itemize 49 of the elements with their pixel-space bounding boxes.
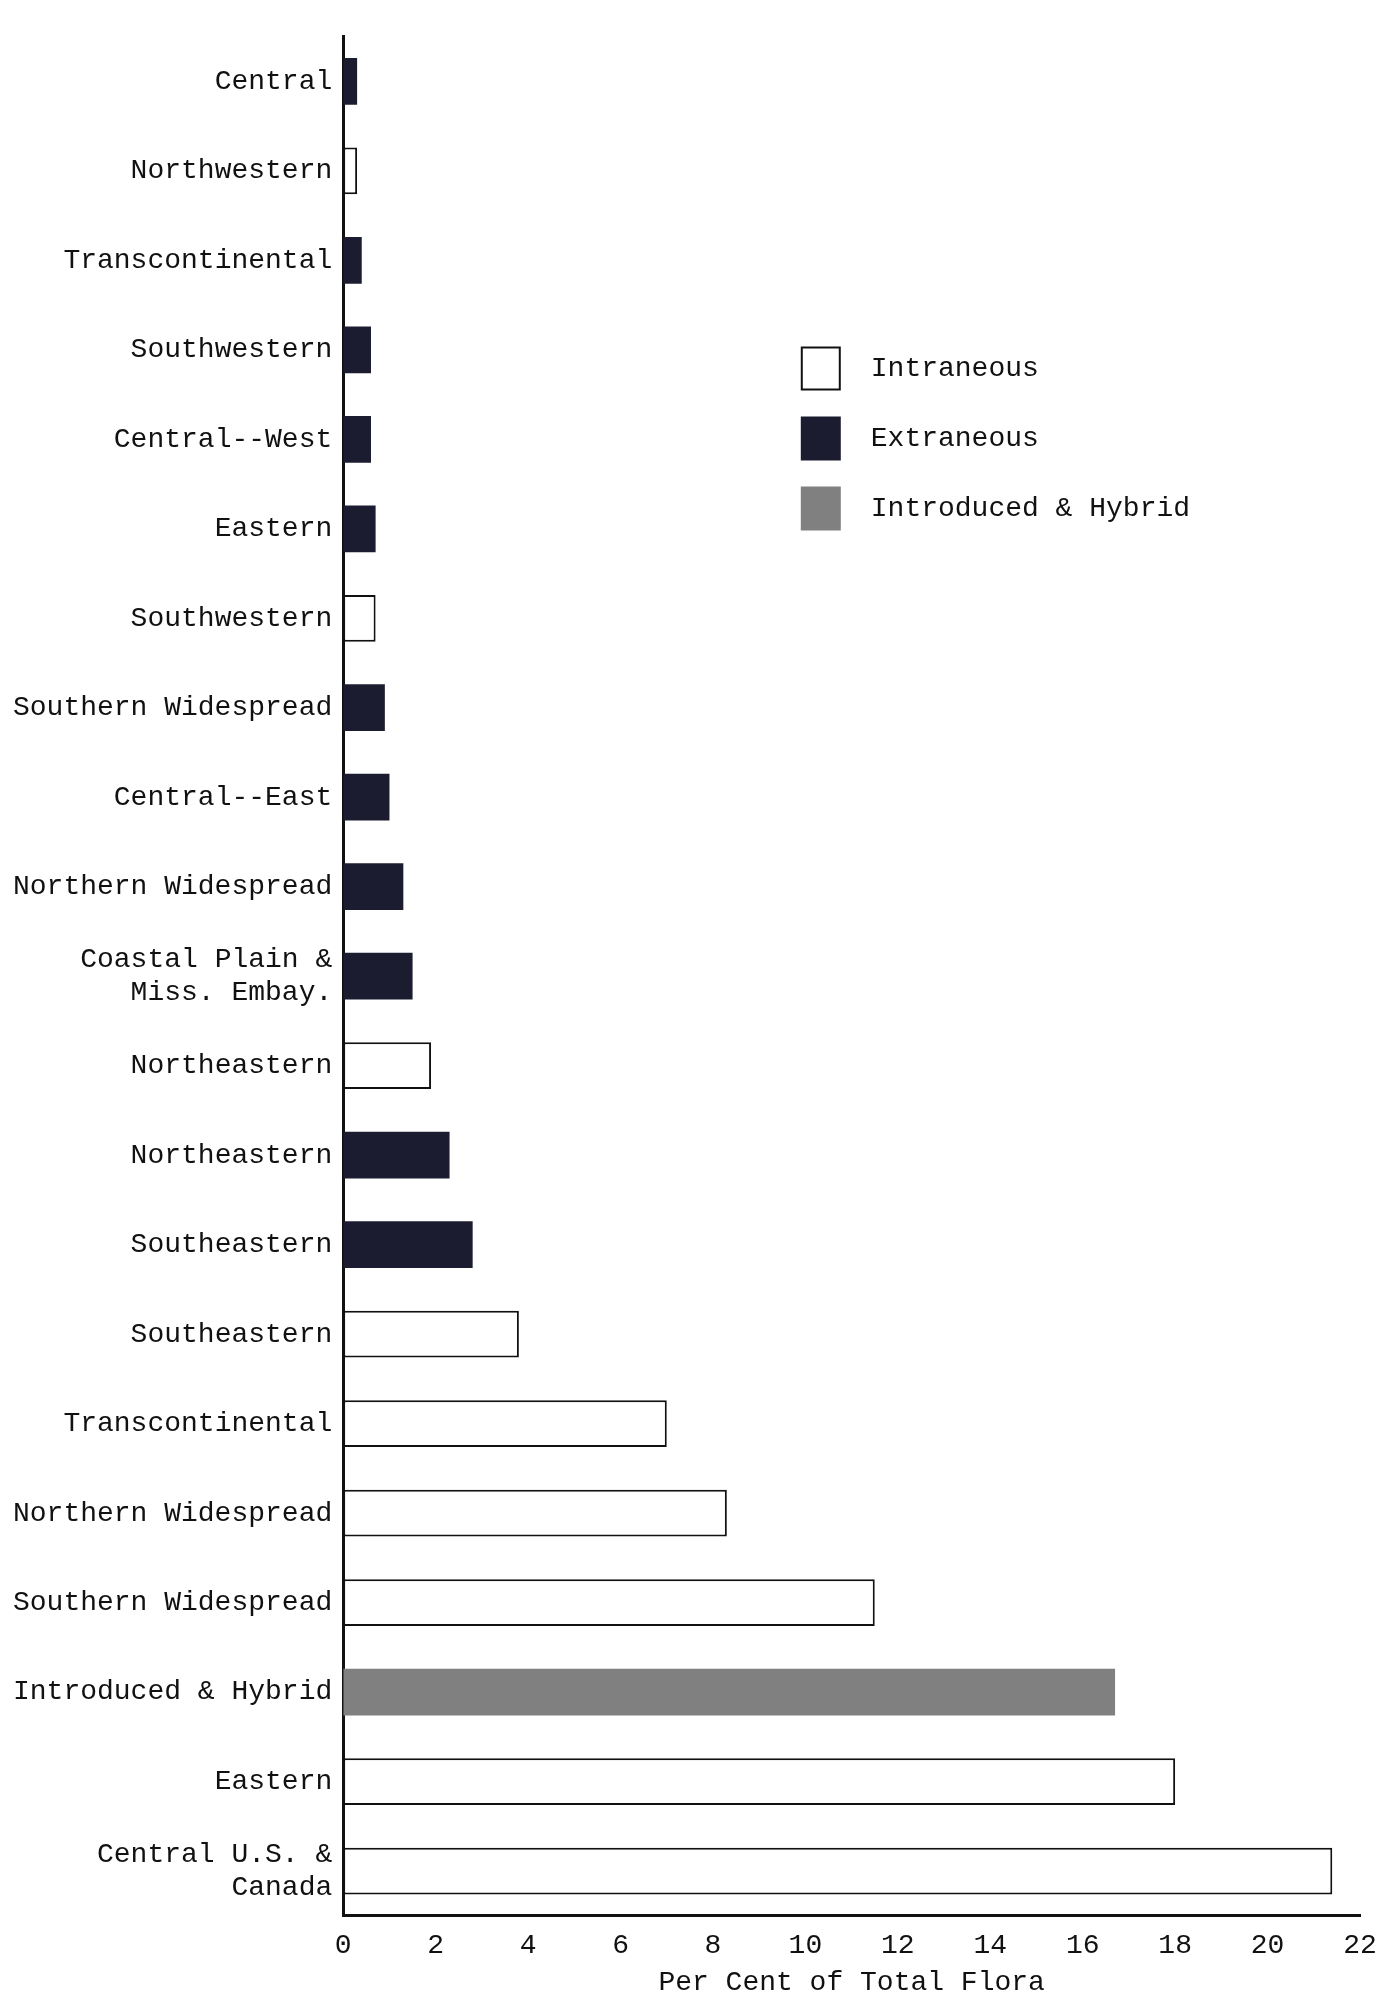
bar bbox=[343, 326, 371, 374]
bar bbox=[343, 684, 385, 732]
y-tick-label: Southern Widespread bbox=[12, 692, 333, 724]
bar bbox=[343, 863, 404, 911]
y-tick-label: Southeastern bbox=[130, 1318, 333, 1350]
y-tick-label: Southwestern bbox=[130, 334, 333, 366]
y-tick-label: Northeastern bbox=[130, 1139, 333, 1171]
bar bbox=[343, 505, 376, 553]
y-tick-label: Southeastern bbox=[130, 1229, 333, 1261]
bar bbox=[343, 415, 371, 463]
x-tick-label: 16 bbox=[1065, 1930, 1100, 1962]
y-tick-label: Northwestern bbox=[130, 155, 333, 187]
y-tick-label: Central--West bbox=[113, 423, 333, 455]
x-tick-label: 20 bbox=[1250, 1930, 1285, 1962]
y-tick-label: Central U.S. & Canada bbox=[97, 1838, 333, 1904]
y-tick-label: Introduced & Hybrid bbox=[12, 1676, 333, 1708]
x-tick-label: 12 bbox=[881, 1930, 915, 1962]
y-tick-label: Northeastern bbox=[130, 1050, 333, 1082]
y-tick-label: Transcontinental bbox=[63, 244, 333, 276]
y-tick-label: Northern Widespread bbox=[12, 871, 333, 903]
x-tick-label: 14 bbox=[973, 1930, 1008, 1962]
y-tick-label: Transcontinental bbox=[63, 1408, 333, 1440]
x-tick-label: 10 bbox=[788, 1930, 823, 1962]
y-tick-label: Northern Widespread bbox=[12, 1497, 333, 1529]
legend-label: Introduced & Hybrid bbox=[870, 493, 1191, 525]
x-tick-label: 6 bbox=[612, 1930, 629, 1962]
bar bbox=[343, 1668, 1116, 1716]
y-tick-label: Eastern bbox=[214, 513, 333, 545]
y-tick-label: Central bbox=[214, 65, 333, 97]
bar bbox=[343, 57, 358, 105]
bar bbox=[343, 952, 413, 1000]
y-tick-label: Central--East bbox=[113, 781, 333, 813]
x-tick-label: 2 bbox=[427, 1930, 445, 1962]
y-tick-label: Coastal Plain & Miss. Embay. bbox=[80, 943, 333, 1009]
y-tick-label: Southwestern bbox=[130, 602, 333, 634]
x-tick-label: 22 bbox=[1343, 1930, 1377, 1962]
x-axis-title: Per Cent of Total Flora bbox=[658, 1966, 1045, 1998]
y-tick-label: Eastern bbox=[214, 1765, 333, 1797]
x-tick-label: 4 bbox=[519, 1930, 537, 1962]
legend-label: Extraneous bbox=[870, 423, 1039, 455]
legend-label: Intraneous bbox=[870, 353, 1039, 385]
bar bbox=[343, 1131, 450, 1179]
bar bbox=[343, 773, 390, 821]
bar bbox=[343, 1221, 473, 1269]
x-tick-label: 0 bbox=[334, 1930, 352, 1962]
bar bbox=[343, 236, 362, 284]
x-tick-label: 18 bbox=[1158, 1930, 1192, 1962]
x-tick-label: 8 bbox=[704, 1930, 722, 1962]
y-tick-label: Southern Widespread bbox=[12, 1587, 333, 1619]
